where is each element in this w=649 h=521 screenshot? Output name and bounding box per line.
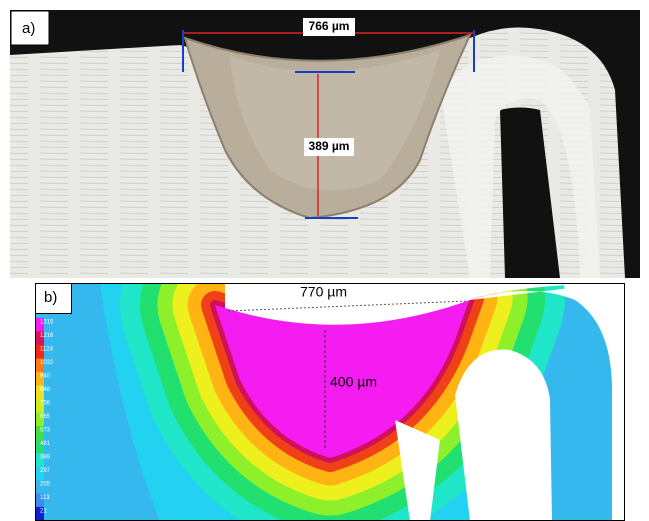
panel-label: b) [44, 289, 57, 306]
legend-label: 1032 [40, 360, 54, 366]
legend-label: 205 [40, 482, 51, 488]
legend-label: 481 [40, 441, 51, 447]
legend-label: 756 [40, 401, 51, 407]
depth-label: 389 µm [309, 139, 350, 153]
legend-label: 665 [40, 414, 51, 420]
width-label: 770 µm [300, 284, 347, 300]
legend-label: 389 [40, 455, 51, 461]
legend-label: 1216 [40, 333, 54, 339]
width-label: 766 µm [309, 19, 350, 33]
panel-label: a) [22, 20, 35, 37]
legend-label: 297 [40, 468, 51, 474]
legend-label: 21 [40, 509, 47, 515]
legend-label: 1315 [40, 320, 54, 326]
legend-label: 573 [40, 428, 51, 434]
legend-label: 940 [40, 374, 51, 380]
legend-label: 848 [40, 387, 51, 393]
depth-label: 400 µm [330, 374, 377, 390]
legend-label: 1124 [40, 347, 54, 353]
figure: 766 µm 389 µm a) 1315 1216 1124 1032 940 848 7… [0, 0, 649, 521]
legend-label: 113 [40, 495, 50, 501]
micrograph: 766 µm 389 µm [10, 10, 640, 278]
